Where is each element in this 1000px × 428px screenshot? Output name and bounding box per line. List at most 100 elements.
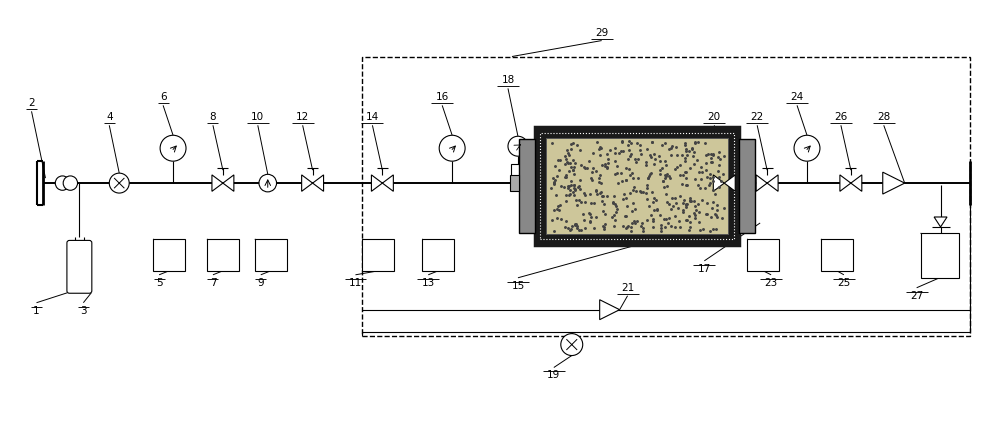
Point xyxy=(622,189,638,196)
Point xyxy=(684,145,700,152)
Circle shape xyxy=(794,135,820,161)
Point xyxy=(656,184,672,190)
Point xyxy=(608,209,624,216)
Point xyxy=(645,198,661,205)
Circle shape xyxy=(561,333,583,356)
Point xyxy=(581,157,597,164)
Point xyxy=(647,155,663,162)
Point xyxy=(710,167,726,174)
Text: 1: 1 xyxy=(33,306,40,316)
Point xyxy=(548,192,564,199)
Point xyxy=(583,174,599,181)
Point xyxy=(567,220,583,227)
Polygon shape xyxy=(851,175,862,191)
Point xyxy=(658,161,674,168)
Text: 6: 6 xyxy=(160,92,166,102)
Point xyxy=(676,197,692,204)
Point xyxy=(621,138,637,145)
Point xyxy=(565,167,581,174)
Point xyxy=(565,156,581,163)
Point xyxy=(605,199,621,206)
Point xyxy=(560,149,576,156)
Point xyxy=(709,201,725,208)
Point xyxy=(658,191,674,198)
Point xyxy=(642,152,658,158)
Point xyxy=(569,223,585,229)
Point xyxy=(660,220,676,227)
Point xyxy=(683,197,699,204)
Point xyxy=(695,226,711,233)
Point xyxy=(588,187,604,193)
Point xyxy=(607,144,623,151)
Point xyxy=(599,164,615,171)
Point xyxy=(617,213,633,220)
Point xyxy=(628,187,644,194)
Point xyxy=(621,147,637,154)
Point xyxy=(596,200,612,207)
Point xyxy=(702,171,718,178)
Point xyxy=(709,206,725,213)
Point xyxy=(591,146,607,153)
Point xyxy=(562,226,578,233)
Point xyxy=(560,183,576,190)
Point xyxy=(550,202,566,209)
Point xyxy=(697,140,713,146)
Point xyxy=(566,182,582,189)
Point xyxy=(686,209,702,216)
Point xyxy=(614,138,630,145)
Point xyxy=(544,216,560,223)
Point xyxy=(609,163,625,169)
Point xyxy=(558,172,574,179)
Point xyxy=(653,227,669,234)
Point xyxy=(675,199,691,206)
Point xyxy=(633,222,649,229)
Point xyxy=(599,192,615,199)
Point xyxy=(626,184,642,190)
Point xyxy=(688,207,704,214)
Point xyxy=(693,163,709,170)
Point xyxy=(569,202,585,208)
Point xyxy=(646,195,662,202)
Point xyxy=(546,181,562,188)
Point xyxy=(703,151,719,158)
Point xyxy=(576,190,592,197)
Point xyxy=(594,161,610,168)
Point xyxy=(703,158,719,165)
Point xyxy=(705,178,721,185)
Bar xyxy=(422,239,454,271)
Polygon shape xyxy=(934,217,947,227)
Point xyxy=(690,182,706,189)
Point xyxy=(622,172,638,178)
Text: 24: 24 xyxy=(790,92,804,102)
Point xyxy=(702,174,718,181)
Point xyxy=(681,213,697,220)
Point xyxy=(623,224,639,231)
Point xyxy=(577,164,593,171)
Text: 20: 20 xyxy=(708,112,721,122)
Point xyxy=(600,156,616,163)
Point xyxy=(640,175,656,181)
Point xyxy=(566,191,582,198)
Point xyxy=(694,196,710,203)
Point xyxy=(579,164,595,171)
Point xyxy=(620,223,636,229)
Point xyxy=(632,141,648,148)
Point xyxy=(675,172,691,179)
Text: 18: 18 xyxy=(501,75,515,86)
Text: 12: 12 xyxy=(296,112,309,122)
Point xyxy=(632,187,648,194)
Point xyxy=(678,203,694,210)
Point xyxy=(687,214,703,221)
Point xyxy=(643,154,659,160)
Polygon shape xyxy=(212,175,223,191)
Polygon shape xyxy=(371,175,382,191)
Text: 27: 27 xyxy=(910,291,923,301)
Point xyxy=(685,152,701,159)
Point xyxy=(567,187,583,194)
Text: 26: 26 xyxy=(834,112,848,122)
Point xyxy=(616,191,632,198)
Point xyxy=(665,202,681,209)
Point xyxy=(614,177,630,184)
Point xyxy=(544,140,560,147)
Point xyxy=(644,138,660,145)
